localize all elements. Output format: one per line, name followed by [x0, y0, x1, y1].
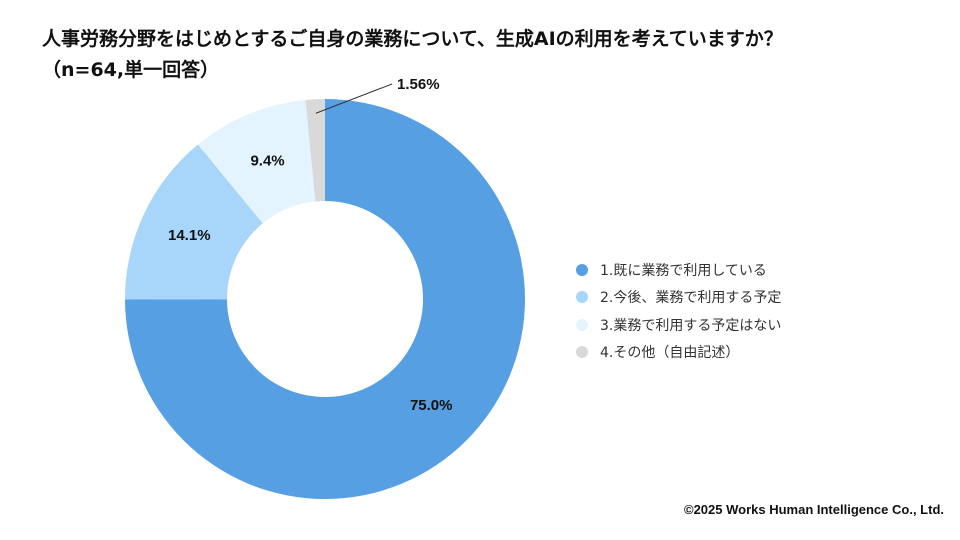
- legend-label: 3.業務で利用する予定はない: [600, 317, 782, 334]
- legend-label: 1.既に業務で利用している: [600, 262, 767, 279]
- copyright-text: ©2025 Works Human Intelligence Co., Ltd.: [683, 502, 944, 517]
- chart-title: 人事労務分野をはじめとするご自身の業務について、生成AIの利用を考えていますか？…: [42, 28, 783, 81]
- legend-item-1: 1.既に業務で利用している: [576, 256, 781, 284]
- donut-slice-4: [305, 99, 325, 202]
- legend-label: 4.その他（自由記述）: [600, 345, 740, 362]
- legend-swatch: [576, 263, 588, 276]
- legend-label: 2.今後、業務で利用する予定: [600, 290, 782, 307]
- donut-slice-1: [125, 99, 526, 499]
- data-label-2: 14.1%: [168, 227, 211, 244]
- legend-swatch: [576, 318, 588, 331]
- data-label-4: 1.56%: [397, 76, 440, 93]
- donut-slice-2: [125, 144, 263, 300]
- legend-swatch: [576, 346, 588, 359]
- donut-slice-3: [197, 99, 316, 224]
- legend-swatch: [576, 291, 588, 304]
- chart-legend: 1.既に業務で利用している 2.今後、業務で利用する予定 3.業務で利用する予定はな…: [576, 256, 781, 366]
- leader-line: [315, 83, 393, 114]
- legend-item-3: 3.業務で利用する予定はない: [576, 311, 781, 339]
- legend-item-4: 4.その他（自由記述）: [576, 339, 781, 367]
- legend-item-2: 2.今後、業務で利用する予定: [576, 284, 781, 312]
- data-label-3: 9.4%: [250, 152, 284, 169]
- data-label-1: 75.0%: [410, 397, 453, 414]
